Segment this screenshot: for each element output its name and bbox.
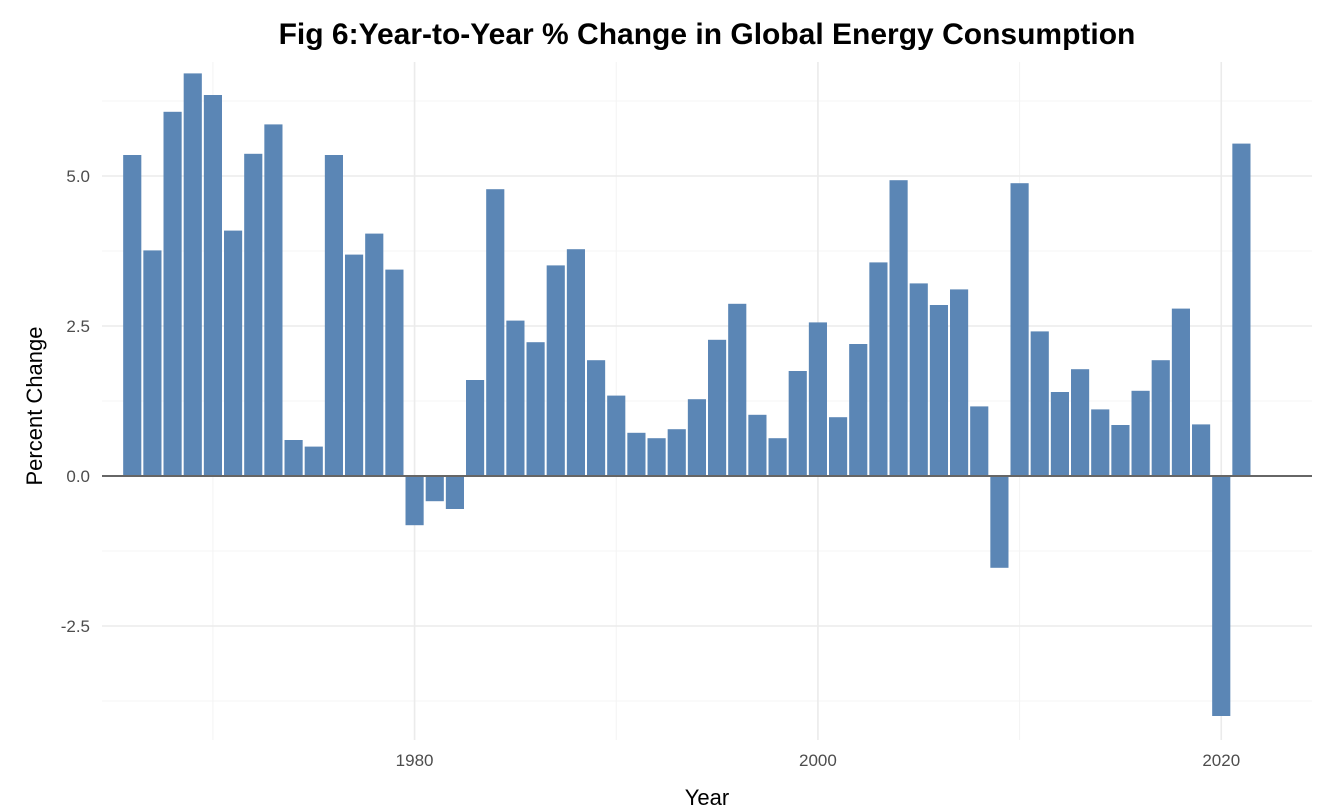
bar-2001 [829,417,848,476]
bar-1987 [546,265,565,476]
bar-1972 [244,153,263,477]
bar-2006 [929,305,948,476]
bar-1999 [788,371,807,476]
x-tick-label: 1980 [396,751,434,770]
bar-2017 [1151,360,1170,476]
bars [123,73,1251,716]
bar-1983 [466,380,485,476]
bar-2009 [990,476,1009,568]
bar-2003 [869,262,888,476]
bar-2004 [889,180,908,476]
bar-1971 [224,230,243,476]
bar-1992 [647,438,666,476]
bar-1978 [365,233,384,476]
bar-1994 [687,399,706,476]
x-tick-label: 2000 [799,751,837,770]
grid [102,62,1312,740]
bar-1990 [607,395,626,476]
bar-2018 [1171,308,1190,476]
bar-1976 [324,155,343,476]
bar-1980 [405,476,424,526]
bar-1970 [203,95,222,476]
bar-1967 [143,250,162,476]
bar-1966 [123,155,142,476]
y-tick-label: 0.0 [66,467,90,486]
bar-1995 [708,339,727,476]
bar-2014 [1091,409,1110,476]
bar-2020 [1212,476,1231,716]
bar-1988 [566,249,585,476]
bar-2015 [1111,425,1130,476]
y-tick-label: -2.5 [61,617,90,636]
bar-2002 [849,344,868,476]
y-tick-label: 2.5 [66,317,90,336]
bar-1991 [627,432,646,476]
bar-2000 [808,322,827,476]
bar-1969 [183,73,202,477]
bar-2007 [950,289,969,476]
bar-1985 [506,320,525,476]
bar-2012 [1050,392,1069,476]
bar-1996 [728,303,747,476]
x-tick-label: 2020 [1202,751,1240,770]
bar-1981 [425,476,444,502]
bar-1986 [526,342,545,476]
bar-1968 [163,111,182,477]
bar-1998 [768,438,787,476]
bar-2019 [1192,424,1211,476]
bar-2010 [1010,183,1029,476]
y-tick-label: 5.0 [66,167,90,186]
bar-1982 [445,476,464,509]
x-axis-label: Year [685,785,729,810]
y-axis-label: Percent Change [22,327,47,486]
bar-2021 [1232,143,1251,476]
bar-1975 [304,446,323,476]
bar-1974 [284,440,303,476]
bar-1984 [486,189,505,476]
bar-1993 [667,429,686,476]
bar-2008 [970,406,989,476]
bar-1989 [587,360,606,476]
bar-1973 [264,124,283,477]
bar-2005 [909,283,928,476]
bar-2011 [1030,331,1049,476]
y-axis-ticks: -2.5 0.0 2.5 5.0 [61,167,90,636]
bar-2016 [1131,390,1150,476]
x-axis-ticks: 1980 2000 2020 [396,751,1240,770]
bar-1997 [748,414,767,476]
bar-1979 [385,269,404,476]
bar-2013 [1071,369,1090,476]
chart-title: Fig 6:Year-to-Year % Change in Global En… [279,18,1136,51]
bar-1977 [345,254,364,476]
